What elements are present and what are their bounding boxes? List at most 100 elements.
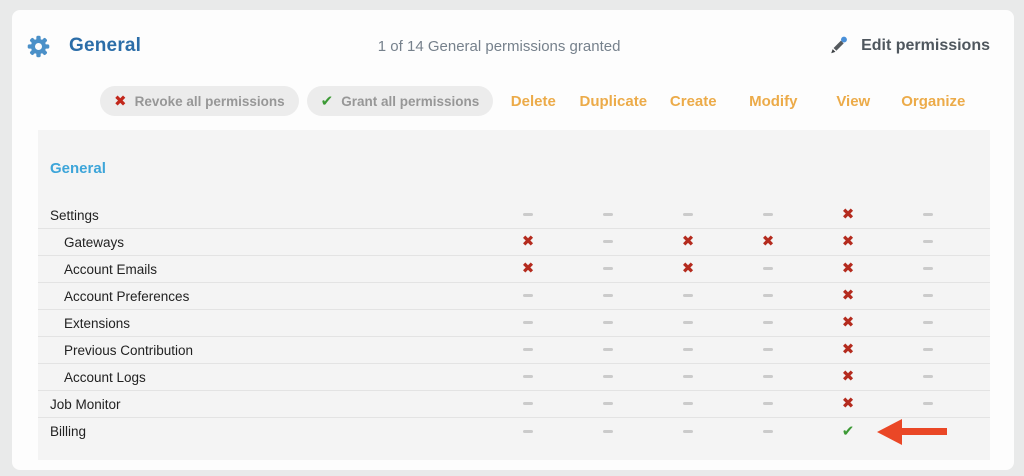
toolbar: ✖ Revoke all permissions ✔ Grant all per…: [38, 86, 990, 116]
no-permission-dash: [523, 321, 533, 325]
no-permission-dash: [523, 429, 533, 433]
permission-cell-create[interactable]: [648, 207, 728, 223]
denied-x-icon: ✖: [841, 259, 855, 277]
permission-cell-duplicate[interactable]: [568, 261, 648, 277]
grant-check-icon: ✔: [320, 92, 334, 110]
no-permission-dash: [523, 375, 533, 379]
grant-all-label: Grant all permissions: [341, 93, 480, 109]
grant-all-button[interactable]: ✔ Grant all permissions: [306, 86, 494, 116]
permission-cell-delete[interactable]: [488, 342, 568, 358]
bulk-action-buttons: ✖ Revoke all permissions ✔ Grant all per…: [100, 86, 494, 116]
no-permission-dash: [683, 429, 693, 433]
table-row: Account Logs ✖: [38, 364, 990, 391]
no-permission-dash: [683, 213, 693, 217]
no-permission-dash: [603, 267, 613, 271]
permission-cell-modify[interactable]: [728, 261, 808, 277]
permission-cell-modify[interactable]: [728, 424, 808, 440]
no-permission-dash: [523, 294, 533, 298]
denied-x-icon: ✖: [521, 259, 535, 277]
permission-cell-modify[interactable]: [728, 342, 808, 358]
row-label: Previous Contribution: [64, 342, 194, 358]
permission-cell-create[interactable]: [648, 424, 728, 440]
permission-cell-duplicate[interactable]: [568, 424, 648, 440]
permissions-card: General 1 of 14 General permissions gran…: [12, 10, 1014, 470]
permission-cell-view[interactable]: ✖: [808, 234, 888, 250]
no-permission-dash: [603, 321, 613, 325]
no-permission-dash: [923, 375, 933, 379]
permission-cell-create[interactable]: [648, 369, 728, 385]
permission-cell-organize[interactable]: [888, 342, 968, 358]
permission-cell-organize[interactable]: [888, 288, 968, 304]
permission-cell-delete[interactable]: [488, 396, 568, 412]
no-permission-dash: [923, 321, 933, 325]
no-permission-dash: [923, 348, 933, 352]
denied-x-icon: ✖: [841, 232, 855, 250]
permission-cell-view[interactable]: ✖: [808, 315, 888, 331]
permission-cell-organize[interactable]: [888, 261, 968, 277]
permission-cell-delete[interactable]: [488, 424, 568, 440]
permission-cell-view[interactable]: ✔: [808, 423, 888, 440]
permission-cell-view[interactable]: ✖: [808, 288, 888, 304]
denied-x-icon: ✖: [841, 313, 855, 331]
permission-cell-organize[interactable]: [888, 207, 968, 223]
no-permission-dash: [763, 348, 773, 352]
table-row: Account Preferences ✖: [38, 283, 990, 310]
pencil-icon: [831, 36, 847, 54]
permission-cell-duplicate[interactable]: [568, 315, 648, 331]
permission-cell-view[interactable]: ✖: [808, 261, 888, 277]
permission-cell-organize[interactable]: [888, 424, 968, 440]
permission-cell-create[interactable]: ✖: [648, 234, 728, 250]
no-permission-dash: [763, 375, 773, 379]
revoke-x-icon: ✖: [114, 92, 127, 110]
column-header-delete: Delete: [510, 92, 556, 110]
permission-cell-organize[interactable]: [888, 315, 968, 331]
permission-cell-modify[interactable]: [728, 396, 808, 412]
permission-cell-duplicate[interactable]: [568, 396, 648, 412]
row-label: Extensions: [64, 315, 131, 331]
permission-cell-create[interactable]: [648, 315, 728, 331]
permission-cell-view[interactable]: ✖: [808, 207, 888, 223]
no-permission-dash: [923, 429, 933, 433]
permission-cell-create[interactable]: [648, 396, 728, 412]
permission-cell-modify[interactable]: [728, 207, 808, 223]
permission-cell-organize[interactable]: [888, 396, 968, 412]
permission-cell-delete[interactable]: [488, 207, 568, 223]
row-label: Settings: [50, 207, 99, 223]
permission-cell-create[interactable]: [648, 342, 728, 358]
permissions-panel: General Settings ✖ Gateways ✖ ✖ ✖ ✖ Account Ema…: [38, 130, 990, 460]
card-header: General 1 of 14 General permissions gran…: [12, 10, 1014, 66]
no-permission-dash: [923, 402, 933, 406]
permission-cell-delete[interactable]: [488, 315, 568, 331]
permission-cell-delete[interactable]: [488, 369, 568, 385]
permission-cell-modify[interactable]: [728, 315, 808, 331]
permission-cell-modify[interactable]: [728, 288, 808, 304]
edit-permissions-button[interactable]: Edit permissions: [827, 35, 990, 57]
row-label: Job Monitor: [50, 396, 121, 412]
no-permission-dash: [603, 294, 613, 298]
permission-cell-duplicate[interactable]: [568, 369, 648, 385]
gear-icon: [27, 35, 50, 57]
permission-cell-view[interactable]: ✖: [808, 342, 888, 358]
revoke-all-button[interactable]: ✖ Revoke all permissions: [100, 86, 299, 116]
permission-cell-duplicate[interactable]: [568, 234, 648, 250]
permission-cell-view[interactable]: ✖: [808, 369, 888, 385]
permission-cell-organize[interactable]: [888, 234, 968, 250]
permission-cell-modify[interactable]: [728, 369, 808, 385]
permission-cell-organize[interactable]: [888, 369, 968, 385]
permission-cell-duplicate[interactable]: [568, 207, 648, 223]
permission-cell-view[interactable]: ✖: [808, 396, 888, 412]
no-permission-dash: [523, 348, 533, 352]
permission-cell-create[interactable]: [648, 288, 728, 304]
denied-x-icon: ✖: [841, 286, 855, 304]
no-permission-dash: [923, 240, 933, 244]
permission-cell-modify[interactable]: ✖: [728, 234, 808, 250]
permission-cell-create[interactable]: ✖: [648, 261, 728, 277]
edit-permissions-label: Edit permissions: [861, 37, 990, 54]
permission-cell-delete[interactable]: ✖: [488, 261, 568, 277]
permission-cell-delete[interactable]: ✖: [488, 234, 568, 250]
permission-cell-duplicate[interactable]: [568, 342, 648, 358]
permission-cell-duplicate[interactable]: [568, 288, 648, 304]
permission-rows: Settings ✖ Gateways ✖ ✖ ✖ ✖ Account Emails ✖ ✖ ✖ Ac…: [38, 202, 990, 445]
column-header-organize: Organize: [901, 92, 966, 110]
permission-cell-delete[interactable]: [488, 288, 568, 304]
